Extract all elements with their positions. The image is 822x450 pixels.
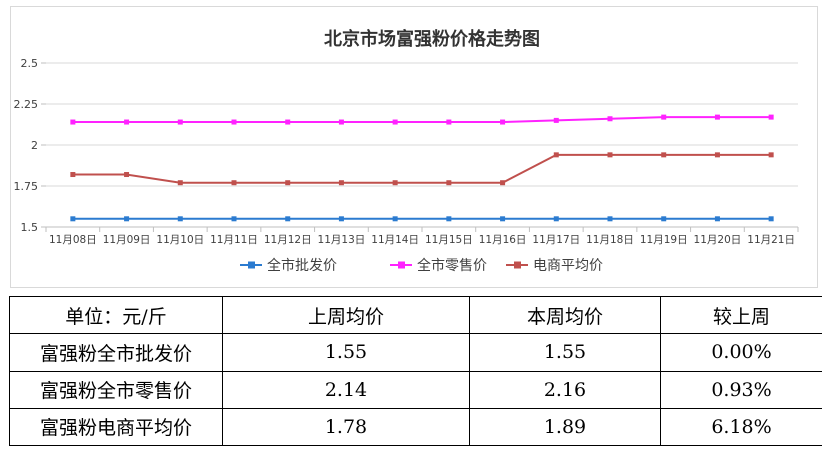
data-point <box>338 119 344 125</box>
table-row: 富强粉全市零售价 2.14 2.16 0.93% <box>9 370 822 409</box>
data-point <box>553 117 559 123</box>
data-point <box>768 216 774 222</box>
header-change: 较上周 <box>660 295 822 335</box>
data-point <box>285 180 291 186</box>
legend-label: 全市批发价 <box>267 257 337 274</box>
data-point <box>661 114 667 120</box>
price-trend-chart: 北京市场富强粉价格走势图 2.5 2.25 2 1.75 1.5 11月08日 11月09日 1… <box>14 28 799 274</box>
header-last-week: 上周均价 <box>222 295 470 335</box>
change-value: 6.18% <box>660 407 822 447</box>
table-row: 富强粉全市批发价 1.55 1.55 0.00% <box>9 333 822 372</box>
change-value: 0.93% <box>660 370 822 409</box>
change-value: 0.00% <box>660 333 822 372</box>
x-tick-label: 11月14日 <box>371 234 419 246</box>
y-tick-label: 1.5 <box>21 221 39 234</box>
data-point <box>70 172 76 178</box>
x-tick-label: 11月08日 <box>49 234 97 246</box>
data-point <box>285 216 291 222</box>
data-point <box>285 119 291 125</box>
data-point <box>714 216 720 222</box>
data-point <box>446 119 452 125</box>
this-week-value: 1.55 <box>469 333 661 372</box>
x-tick-label: 11月09日 <box>103 234 151 246</box>
data-point <box>231 180 237 186</box>
table-row: 富强粉电商平均价 1.78 1.89 6.18% <box>9 407 822 447</box>
data-point <box>768 114 774 120</box>
x-tick-label: 11月15日 <box>425 234 473 246</box>
x-tick-label: 11月11日 <box>210 234 258 246</box>
last-week-value: 1.78 <box>222 407 470 447</box>
legend-marker <box>248 261 255 269</box>
x-tick-label: 11月13日 <box>318 234 366 246</box>
y-tick-label: 2.5 <box>21 57 39 70</box>
x-tick-label: 11月10日 <box>156 234 204 246</box>
x-tick-label: 11月19日 <box>640 234 688 246</box>
x-tick-label: 11月12日 <box>264 234 312 246</box>
data-point <box>661 216 667 222</box>
data-point <box>500 216 506 222</box>
chart-panel: 北京市场富强粉价格走势图 2.5 2.25 2 1.75 1.5 11月08日 11月09日 1… <box>10 6 818 288</box>
data-point <box>177 216 183 222</box>
data-point <box>607 152 613 158</box>
data-point <box>338 216 344 222</box>
data-point <box>500 180 506 186</box>
x-tick-label: 11月17日 <box>532 234 580 246</box>
data-point <box>338 180 344 186</box>
legend-marker <box>514 261 521 269</box>
header-this-week: 本周均价 <box>469 295 661 335</box>
series-line <box>72 153 772 184</box>
table-header-row: 单位：元/斤 上周均价 本周均价 较上周 <box>9 295 822 335</box>
data-point <box>446 216 452 222</box>
legend-label: 全市零售价 <box>417 257 487 274</box>
last-week-value: 1.55 <box>222 333 470 372</box>
data-point <box>446 180 452 186</box>
legend-label: 电商平均价 <box>533 258 603 274</box>
data-point <box>553 152 559 158</box>
row-label: 富强粉全市零售价 <box>9 370 223 409</box>
data-point <box>768 152 774 158</box>
x-tick-label: 11月18日 <box>586 234 634 246</box>
row-label: 富强粉全市批发价 <box>9 333 223 372</box>
data-point <box>124 172 130 178</box>
data-point <box>661 152 667 158</box>
x-tick-label: 11月21日 <box>747 234 795 246</box>
data-point <box>392 119 398 125</box>
row-label: 富强粉电商平均价 <box>9 407 223 447</box>
data-point <box>392 180 398 186</box>
data-point <box>177 119 183 125</box>
data-point <box>231 216 237 222</box>
this-week-value: 1.89 <box>469 407 661 447</box>
data-point <box>70 119 76 125</box>
data-point <box>607 116 613 122</box>
data-point <box>714 152 720 158</box>
x-tick-label: 11月20日 <box>694 234 742 246</box>
data-point <box>607 216 613 222</box>
chart-title: 北京市场富强粉价格走势图 <box>324 28 540 50</box>
last-week-value: 2.14 <box>222 370 470 409</box>
price-table: 单位：元/斤 上周均价 本周均价 较上周 富强粉全市批发价 1.55 1.55 … <box>9 295 822 447</box>
data-point <box>124 119 130 125</box>
data-point <box>177 180 183 186</box>
data-point <box>392 216 398 222</box>
data-point <box>500 119 506 125</box>
header-unit: 单位：元/斤 <box>9 295 223 335</box>
data-point <box>70 216 76 222</box>
legend-marker <box>398 261 405 269</box>
x-tick-label: 11月16日 <box>479 234 527 246</box>
data-point <box>553 216 559 222</box>
data-point <box>714 114 720 120</box>
y-tick-label: 2 <box>31 139 38 152</box>
series-line <box>72 116 772 124</box>
y-tick-label: 2.25 <box>14 98 39 111</box>
data-point <box>124 216 130 222</box>
data-point <box>231 119 237 125</box>
this-week-value: 2.16 <box>469 370 661 409</box>
y-tick-label: 1.75 <box>14 180 39 193</box>
